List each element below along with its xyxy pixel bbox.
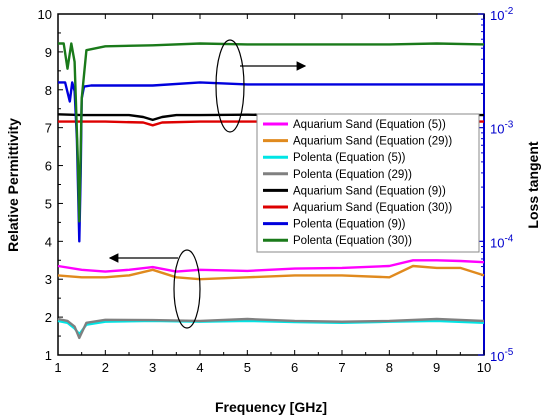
legend-label: Polenta (Equation (30)) (293, 235, 412, 247)
y-left-tick-label: 5 (45, 196, 52, 211)
x-tick-label: 10 (477, 360, 491, 375)
legend-box (256, 113, 480, 253)
legend-label: Aquarium Sand (Equation (5)) (293, 119, 446, 131)
y-axis-right-title: Loss tangent (525, 141, 541, 228)
x-tick-label: 5 (244, 360, 251, 375)
y-left-tick-label: 8 (45, 83, 52, 98)
y-left-tick-label: 9 (45, 45, 52, 60)
y-left-tick-label: 2 (45, 310, 52, 325)
y-left-tick-label: 3 (45, 272, 52, 287)
x-tick-label: 9 (433, 360, 440, 375)
x-axis-title: Frequency [GHz] (215, 399, 327, 415)
x-tick-label: 3 (149, 360, 156, 375)
legend: Aquarium Sand (Equation (5)) Aquarium San… (256, 113, 480, 253)
legend-label: Polenta (Equation (9)) (293, 219, 406, 231)
annotation-group (108, 39, 307, 329)
series-line-2 (57, 264, 485, 281)
series-line-7 (58, 81, 484, 243)
legend-label: Aquarium Sand (Equation (29)) (293, 136, 452, 148)
y-right-tick-label: 10-3 (490, 120, 514, 137)
y-left-tick-label: 4 (45, 234, 52, 249)
y-left-tick-label: 1 (45, 348, 52, 363)
x-tick-label: 2 (102, 360, 109, 375)
y-axis-left-title: Relative Permittivity (5, 118, 21, 252)
series-line-4 (57, 317, 485, 340)
legend-label: Polenta (Equation (5)) (293, 152, 406, 164)
x-tick-label: 7 (338, 360, 345, 375)
y-left-tick-label: 6 (45, 159, 52, 174)
y-right-tick-label: 10-4 (490, 233, 514, 250)
y-right-tick-label: 10-5 (490, 347, 514, 364)
y-left-tick-label: 10 (38, 7, 52, 22)
y-left-tick-label: 7 (45, 121, 52, 136)
legend-label: Aquarium Sand (Equation (30)) (293, 202, 452, 214)
left-axis-ellipse (173, 249, 201, 329)
x-tick-label: 1 (54, 360, 61, 375)
x-tick-label: 8 (386, 360, 393, 375)
series-line-3 (57, 319, 485, 336)
right-axis-ellipse (215, 39, 245, 133)
y-right-tick-label: 10-2 (490, 6, 514, 23)
legend-label: Aquarium Sand (Equation (9)) (293, 185, 446, 197)
x-tick-label: 6 (291, 360, 298, 375)
series-line-8 (58, 42, 485, 223)
x-tick-label: 4 (196, 360, 203, 375)
legend-label: Polenta (Equation (29)) (293, 169, 412, 181)
series-line-1 (57, 259, 485, 273)
